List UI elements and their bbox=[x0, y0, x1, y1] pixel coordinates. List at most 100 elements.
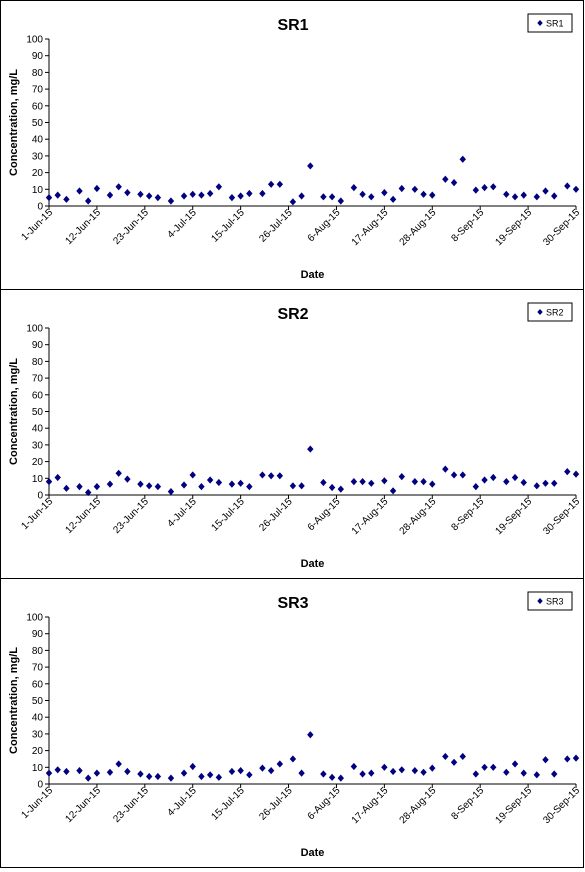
data-point bbox=[551, 192, 558, 200]
data-point bbox=[246, 189, 253, 198]
data-point bbox=[572, 754, 580, 762]
y-tick-label: 80 bbox=[32, 68, 44, 79]
x-tick-label: 17-Aug-15 bbox=[350, 785, 391, 826]
legend-marker bbox=[537, 309, 543, 315]
data-point bbox=[389, 767, 397, 776]
y-tick-label: 100 bbox=[26, 35, 43, 46]
x-tick-label: 26-Jul-15 bbox=[257, 785, 295, 823]
x-tick-label: 4-Jul-15 bbox=[166, 496, 200, 530]
y-tick-label: 90 bbox=[32, 629, 44, 640]
data-point bbox=[490, 183, 497, 191]
x-tick-label: 6-Aug-15 bbox=[306, 207, 343, 244]
x-tick-label: 28-Aug-15 bbox=[398, 207, 439, 248]
data-point bbox=[472, 770, 480, 778]
data-point bbox=[215, 183, 223, 191]
x-tick-label: 23-Jun-15 bbox=[111, 496, 151, 536]
data-point bbox=[124, 189, 131, 197]
data-point bbox=[503, 190, 510, 198]
data-point bbox=[320, 478, 327, 487]
y-tick-label: 80 bbox=[32, 646, 44, 657]
data-point bbox=[137, 190, 144, 198]
data-point bbox=[520, 769, 527, 777]
data-point bbox=[420, 768, 427, 776]
y-tick-label: 10 bbox=[32, 474, 44, 485]
data-point bbox=[63, 195, 70, 203]
data-point bbox=[259, 764, 266, 772]
data-point bbox=[298, 192, 305, 200]
chart-panel-sr1: SR1 0 10 20 30 40 50 60 70 80 90 100 Concentration, … bbox=[0, 0, 584, 290]
data-point bbox=[298, 482, 305, 490]
x-tick-label: 19-Sep-15 bbox=[493, 207, 534, 248]
x-tick-label: 12-Jun-15 bbox=[63, 785, 103, 825]
data-point bbox=[429, 764, 436, 772]
data-point bbox=[450, 471, 458, 479]
data-point bbox=[189, 471, 196, 479]
data-point bbox=[420, 190, 427, 198]
data-point bbox=[246, 771, 253, 779]
x-axis-title: Date bbox=[301, 558, 325, 570]
data-point bbox=[154, 194, 162, 202]
data-point bbox=[228, 480, 236, 488]
y-tick-label: 40 bbox=[32, 713, 44, 724]
data-point bbox=[450, 179, 458, 187]
data-point bbox=[389, 195, 397, 203]
data-point bbox=[237, 767, 244, 775]
y-axis-title: Concentration, mg/L bbox=[8, 647, 20, 754]
y-tick-label: 20 bbox=[32, 746, 44, 757]
data-point bbox=[337, 485, 345, 493]
data-point bbox=[411, 767, 419, 775]
data-point bbox=[490, 763, 497, 771]
data-point bbox=[503, 478, 510, 486]
data-point bbox=[350, 478, 358, 486]
data-point bbox=[359, 190, 366, 198]
data-point bbox=[442, 752, 449, 761]
data-point bbox=[307, 731, 314, 739]
data-point bbox=[429, 191, 436, 199]
chart-sr1: SR1 0 10 20 30 40 50 60 70 80 90 100 Concentration, … bbox=[8, 13, 582, 281]
data-point bbox=[542, 756, 549, 764]
data-point bbox=[189, 762, 196, 771]
data-point bbox=[63, 767, 70, 776]
data-point bbox=[54, 766, 61, 774]
x-tick-label: 26-Jul-15 bbox=[257, 207, 295, 245]
y-tick-label: 70 bbox=[32, 374, 44, 385]
x-tick-label: 26-Jul-15 bbox=[257, 496, 295, 534]
data-point bbox=[328, 773, 336, 781]
data-point bbox=[337, 774, 345, 782]
data-point bbox=[533, 771, 541, 779]
data-point bbox=[368, 193, 375, 201]
chart-sr2: SR2 0 10 20 30 40 50 60 70 80 90 100 Concentration, … bbox=[8, 302, 582, 570]
x-tick-label: 12-Jun-15 bbox=[63, 207, 103, 247]
data-point bbox=[189, 190, 196, 198]
data-point bbox=[215, 773, 223, 781]
x-tick-label: 6-Aug-15 bbox=[306, 496, 343, 533]
data-point bbox=[472, 186, 480, 194]
y-tick-label: 50 bbox=[32, 696, 44, 707]
x-tick-label: 30-Sep-15 bbox=[541, 785, 582, 826]
data-point bbox=[551, 770, 558, 778]
data-point bbox=[564, 468, 571, 476]
data-point bbox=[511, 760, 519, 768]
x-tick-label: 6-Aug-15 bbox=[306, 785, 343, 822]
data-point bbox=[276, 760, 284, 768]
y-axis-title: Concentration, mg/L bbox=[8, 69, 20, 176]
y-tick-label: 0 bbox=[37, 491, 43, 502]
data-point bbox=[459, 752, 466, 761]
x-tick-label: 15-Jul-15 bbox=[209, 785, 247, 823]
data-point bbox=[481, 763, 488, 771]
data-point bbox=[481, 476, 488, 484]
data-point bbox=[180, 769, 188, 777]
data-point bbox=[328, 193, 336, 201]
y-tick-label: 30 bbox=[32, 440, 44, 451]
x-tick-label: 28-Aug-15 bbox=[398, 496, 439, 537]
data-point bbox=[320, 193, 327, 201]
y-tick-label: 10 bbox=[32, 763, 44, 774]
y-tick-label: 30 bbox=[32, 151, 44, 162]
legend-marker bbox=[537, 598, 543, 604]
data-point bbox=[167, 488, 175, 496]
chart-title: SR1 bbox=[277, 17, 308, 34]
data-point bbox=[442, 175, 449, 183]
y-tick-label: 60 bbox=[32, 679, 44, 690]
data-point bbox=[259, 189, 266, 198]
legend-box bbox=[527, 302, 573, 322]
